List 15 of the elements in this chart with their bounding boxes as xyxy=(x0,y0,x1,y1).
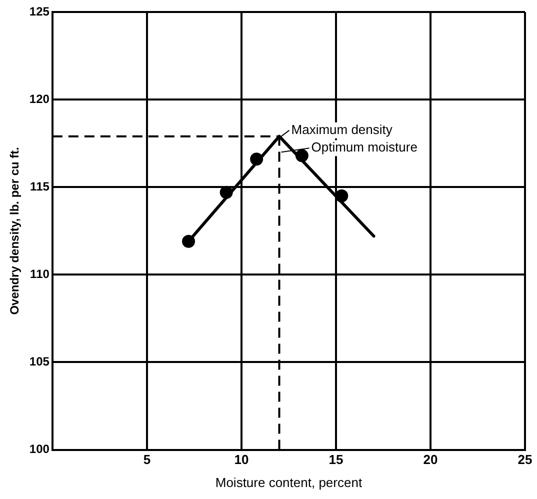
x-tick-label: 5 xyxy=(143,452,151,468)
y-tick-label: 115 xyxy=(30,179,50,194)
y-tick-label: 125 xyxy=(29,4,50,18)
y-axis-title: Ovendry density, lb. per cu ft. xyxy=(8,146,22,315)
annotation: Optimum moisture xyxy=(311,140,418,155)
y-tick-label: 100 xyxy=(29,442,50,456)
x-tick-label: 20 xyxy=(423,452,438,468)
x-tick-label: 10 xyxy=(234,452,249,468)
annotation: Maximum density xyxy=(291,122,393,137)
x-tick-label: 15 xyxy=(328,452,344,468)
y-tick-label: 110 xyxy=(30,266,50,281)
x-axis-title: Moisture content, percent xyxy=(215,474,362,490)
x-tick-label: 25 xyxy=(518,452,532,468)
y-tick-label: 120 xyxy=(29,92,50,106)
y-tick-label: 105 xyxy=(29,354,50,369)
